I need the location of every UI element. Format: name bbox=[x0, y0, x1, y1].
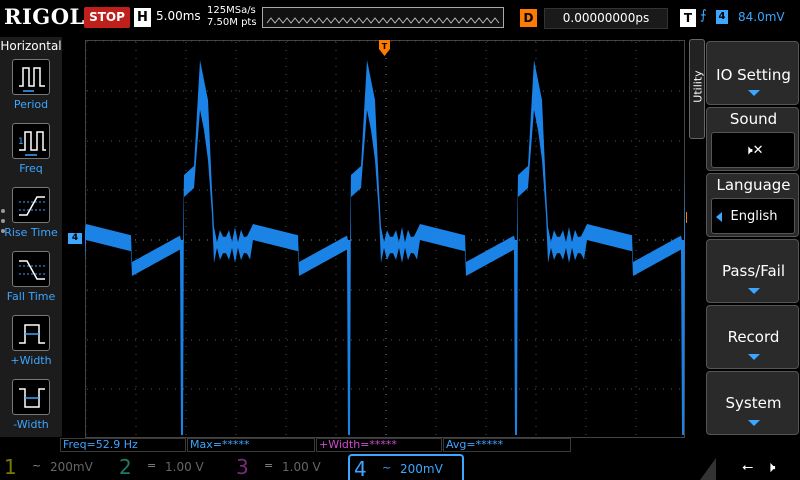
left-page-indicator bbox=[1, 209, 6, 239]
channel-3-number: 3 bbox=[236, 455, 249, 479]
measurement-max[interactable]: Max=***** bbox=[187, 438, 315, 452]
io-setting-button[interactable]: IO Setting bbox=[706, 41, 799, 105]
freq-label: Freq bbox=[19, 162, 43, 175]
measurement-pos-width[interactable]: +Width=***** bbox=[316, 438, 442, 452]
utility-menu-panel: Utility IO Setting Sound 🕨✕ Language Eng… bbox=[687, 37, 800, 437]
pos-width-icon bbox=[12, 315, 50, 351]
measure-neg-width-button[interactable]: -Width bbox=[0, 379, 62, 443]
run-stop-status[interactable]: STOP bbox=[84, 7, 130, 28]
usb-icon: ⭠ bbox=[742, 459, 754, 475]
measurement-avg[interactable]: Avg=***** bbox=[443, 438, 571, 452]
measure-period-button[interactable]: Period bbox=[0, 59, 62, 123]
period-label: Period bbox=[13, 98, 49, 111]
dc-coupling-icon: = bbox=[264, 459, 274, 472]
system-button[interactable]: System bbox=[706, 371, 799, 435]
status-corner-decoration bbox=[700, 458, 716, 480]
ac-coupling-icon: ~ bbox=[32, 459, 42, 472]
pass-fail-label: Pass/Fail bbox=[721, 262, 786, 280]
channel-1-scale: 200mV bbox=[50, 460, 93, 474]
delay-label: D bbox=[520, 9, 537, 27]
period-icon bbox=[12, 59, 50, 95]
horizontal-label: H bbox=[134, 8, 151, 27]
graticule-and-trace bbox=[85, 40, 685, 438]
system-label: System bbox=[725, 394, 782, 412]
channel-1-tab[interactable]: 1 ~ 200mV bbox=[0, 454, 112, 480]
channel-4-number: 4 bbox=[354, 457, 367, 480]
measure-pos-width-button[interactable]: +Width bbox=[0, 315, 62, 379]
channel-4-scale: 200mV bbox=[400, 462, 443, 476]
record-label: Record bbox=[727, 328, 780, 346]
measure-menu-panel: Horizontal Period 1 Freq Rise Time Fall … bbox=[0, 37, 62, 437]
utility-tab-label: Utility bbox=[691, 70, 705, 103]
waveform-display[interactable] bbox=[85, 40, 685, 438]
channel-3-scale: 1.00 V bbox=[282, 460, 321, 474]
trigger-source: 4 bbox=[716, 10, 728, 24]
channel-4-trace bbox=[85, 60, 685, 435]
rigol-logo: RIGOL bbox=[4, 4, 85, 29]
top-status-bar: RIGOL STOP H 5.00ms 125MSa/s 7.50M pts T… bbox=[0, 0, 800, 36]
channel-1-number: 1 bbox=[4, 455, 17, 479]
measurement-freq[interactable]: Freq=52.9 Hz bbox=[60, 438, 186, 452]
ac-coupling-icon: ~ bbox=[382, 461, 392, 474]
channel-status-bar: 1 ~ 200mV 2 = 1.00 V 3 = 1.00 V 4 ~ 200m… bbox=[0, 454, 800, 480]
rise-time-label: Rise Time bbox=[4, 226, 58, 239]
chevron-down-icon bbox=[748, 354, 760, 360]
measurement-results-bar: Freq=52.9 Hz Max=***** +Width=***** Avg=… bbox=[60, 437, 700, 453]
pos-width-label: +Width bbox=[10, 354, 52, 367]
fall-time-icon bbox=[12, 251, 50, 287]
pass-fail-button[interactable]: Pass/Fail bbox=[706, 239, 799, 303]
dc-coupling-icon: = bbox=[147, 459, 157, 472]
sample-rate-info: 125MSa/s 7.50M pts bbox=[207, 5, 257, 29]
trigger-level-value[interactable]: 84.0mV bbox=[738, 10, 785, 24]
speaker-mute-icon: 🕨✕ bbox=[744, 143, 764, 158]
trigger-label: T bbox=[680, 9, 696, 27]
chevron-down-icon bbox=[748, 420, 760, 426]
measure-category-title: Horizontal bbox=[0, 39, 62, 53]
ch4-waveform-envelope bbox=[85, 60, 685, 435]
memory-overview-bar: T bbox=[262, 7, 651, 28]
utility-menu-tab[interactable]: Utility bbox=[689, 39, 705, 139]
chevron-down-icon bbox=[748, 288, 760, 294]
record-button[interactable]: Record bbox=[706, 305, 799, 369]
neg-width-icon bbox=[12, 379, 50, 415]
svg-text:1: 1 bbox=[18, 137, 24, 147]
sound-value-box: 🕨✕ bbox=[711, 132, 795, 168]
rise-time-icon bbox=[12, 187, 50, 223]
chevron-down-icon bbox=[748, 90, 760, 96]
language-button[interactable]: Language English bbox=[706, 173, 799, 237]
sound-label: Sound bbox=[729, 110, 778, 128]
io-setting-label: IO Setting bbox=[716, 66, 791, 84]
channel-2-scale: 1.00 V bbox=[165, 460, 204, 474]
channel-2-number: 2 bbox=[119, 455, 132, 479]
sample-rate: 125MSa/s bbox=[207, 5, 256, 16]
channel-2-tab[interactable]: 2 = 1.00 V bbox=[115, 454, 227, 480]
measure-fall-time-button[interactable]: Fall Time bbox=[0, 251, 62, 315]
svg-text:T: T bbox=[382, 42, 388, 51]
language-label: Language bbox=[716, 176, 791, 194]
memory-waveform-preview bbox=[266, 17, 500, 24]
fall-time-label: Fall Time bbox=[6, 290, 56, 303]
channel-3-tab[interactable]: 3 = 1.00 V bbox=[232, 454, 344, 480]
chevron-left-icon bbox=[716, 212, 722, 222]
status-icons: ⭠ 🕨 bbox=[706, 456, 798, 480]
trigger-delay-value[interactable]: 0.00000000ps bbox=[544, 8, 668, 29]
timebase-value[interactable]: 5.00ms bbox=[156, 9, 201, 23]
language-value-box: English bbox=[711, 198, 795, 234]
language-value: English bbox=[730, 209, 778, 224]
measure-rise-time-button[interactable]: Rise Time bbox=[0, 187, 62, 251]
ch4-offset-marker[interactable]: 4 bbox=[68, 233, 82, 244]
sound-button[interactable]: Sound 🕨✕ bbox=[706, 107, 799, 171]
channel-4-tab[interactable]: 4 ~ 200mV bbox=[348, 454, 464, 480]
freq-icon: 1 bbox=[12, 123, 50, 159]
neg-width-label: -Width bbox=[13, 418, 49, 431]
trigger-position-marker[interactable]: T bbox=[379, 40, 390, 56]
speaker-mute-icon: 🕨 bbox=[766, 458, 776, 476]
measure-freq-button[interactable]: 1 Freq bbox=[0, 123, 62, 187]
memory-depth: 7.50M pts bbox=[207, 17, 257, 28]
rising-edge-icon: ⨍ bbox=[700, 8, 707, 23]
